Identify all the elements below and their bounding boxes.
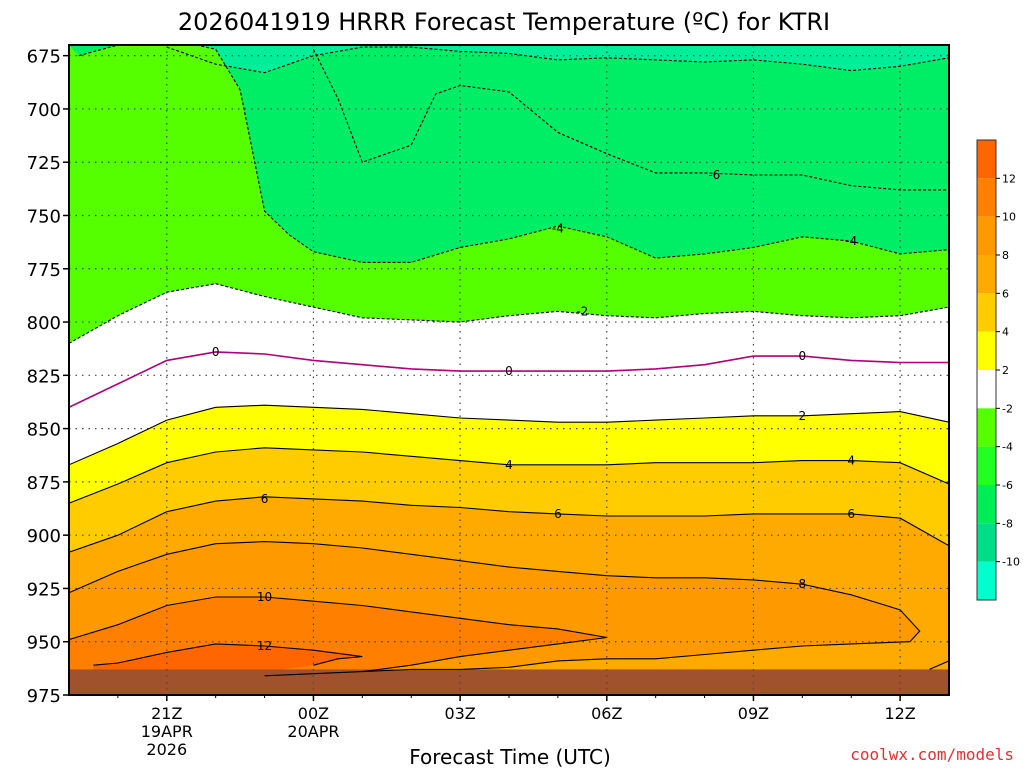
- x-tick-label-09Z: 09Z: [738, 704, 769, 723]
- contour-layer: [69, 45, 949, 677]
- y-tick-label-950: 950: [27, 633, 61, 654]
- colorbar-tick-label--8: -8: [1002, 517, 1013, 530]
- colorbar-tick-label-2: 2: [1002, 364, 1009, 377]
- grid-layer: [69, 45, 949, 695]
- contour-line-6-7: [69, 496, 949, 553]
- x-tick-label-21Z: 21Z: [151, 704, 182, 723]
- y-tick-label-750: 750: [27, 206, 61, 227]
- x-date-label: 2026: [146, 740, 187, 759]
- y-tick-label-825: 825: [27, 366, 61, 387]
- y-tick-label-925: 925: [27, 579, 61, 600]
- colorbar-swatch: [977, 523, 996, 562]
- contour-label-11: 6: [554, 507, 562, 521]
- y-tick-label-850: 850: [27, 420, 61, 441]
- contour-label-0: -6: [708, 168, 720, 182]
- y-axis: 675 700 725 750 775 800 825 850 875 900 925 950 975: [27, 47, 69, 707]
- colorbar-swatch: [977, 140, 996, 179]
- x-tick-label-06Z: 06Z: [591, 704, 622, 723]
- colorbar-tick-label--4: -4: [1002, 441, 1013, 454]
- contour-line-12-11: [93, 643, 363, 666]
- contour-label-15: 12: [257, 639, 272, 653]
- contour-line-2-5: [69, 404, 949, 466]
- contour-label-4: 0: [212, 345, 220, 359]
- x-tick-label-00Z: 00Z: [298, 704, 329, 723]
- contour-label-3: -2: [576, 304, 588, 318]
- colorbar-swatch: [977, 561, 996, 600]
- contour-line--6-0: [166, 46, 949, 74]
- colorbar-tick-label-10: 10: [1002, 211, 1016, 224]
- contour-label-1: -4: [552, 221, 564, 235]
- colorbar-tick-label--6: -6: [1002, 479, 1013, 492]
- y-tick-label-700: 700: [27, 100, 61, 121]
- contour-line-0-4: [69, 351, 949, 409]
- y-tick-label-975: 975: [27, 686, 61, 707]
- contour-line-4-6: [69, 447, 949, 504]
- contour-label-5: 0: [505, 364, 513, 378]
- contour-line-10-10: [929, 660, 949, 670]
- colorbar-swatch: [977, 216, 996, 255]
- contour-label-14: 10: [257, 590, 272, 604]
- colorbar-swatch: [977, 255, 996, 294]
- x-date-label: 19APR: [141, 722, 193, 741]
- contour-label-2: -4: [845, 234, 857, 248]
- colorbar-tick-label-6: 6: [1002, 287, 1009, 300]
- colorbar-swatch: [977, 485, 996, 524]
- x-axis-label: Forecast Time (UTC): [409, 745, 611, 768]
- x-date-label: 20APR: [287, 722, 339, 741]
- colorbar-swatch: [977, 293, 996, 332]
- colorbar-tick-label-4: 4: [1002, 326, 1009, 339]
- contour-label-8: 4: [505, 458, 513, 472]
- colorbar-tick-label--2: -2: [1002, 402, 1013, 415]
- contour-label-layer: -6 -4 -4 -2 0 0 0 2 4 4 6 6 6 8 10 12: [212, 168, 857, 653]
- y-tick-label-800: 800: [27, 313, 61, 334]
- colorbar-swatch: [977, 446, 996, 485]
- fill-band-minus2: [69, 45, 949, 344]
- contour-label-13: 8: [799, 577, 807, 591]
- contour-label-9: 4: [847, 454, 855, 468]
- y-tick-label-875: 875: [27, 473, 61, 494]
- x-tick-label-03Z: 03Z: [444, 704, 475, 723]
- colorbar-swatch: [977, 331, 996, 370]
- fill-layer: [69, 45, 949, 695]
- contour-line--4-2: [78, 45, 949, 263]
- contour-label-7: 2: [799, 409, 807, 423]
- contour-line--6-1: [312, 49, 949, 191]
- contour-line--2-3: [69, 283, 949, 344]
- chart-title: 2026041919 HRRR Forecast Temperature (ºC…: [178, 8, 830, 36]
- colorbar-swatch: [977, 408, 996, 447]
- contour-label-12: 6: [847, 507, 855, 521]
- contour-line-8-8: [69, 541, 921, 673]
- x-tick-label-12Z: 12Z: [884, 704, 915, 723]
- y-tick-label-725: 725: [27, 153, 61, 174]
- contour-line-10-9: [69, 596, 607, 677]
- colorbar-tick-label--10: -10: [1002, 556, 1020, 569]
- colorbar-swatch: [977, 370, 996, 409]
- y-tick-label-775: 775: [27, 260, 61, 281]
- contour-label-6: 0: [799, 349, 807, 363]
- colorbar-tick-label-8: 8: [1002, 249, 1009, 262]
- y-tick-label-900: 900: [27, 526, 61, 547]
- colorbar-swatch: [977, 178, 996, 217]
- credit-text: coolwx.com/models: [850, 745, 1014, 764]
- y-tick-label-675: 675: [27, 47, 61, 68]
- ground-strip: [69, 669, 949, 695]
- contour-label-10: 6: [261, 492, 269, 506]
- colorbar-tick-label-12: 12: [1002, 172, 1016, 185]
